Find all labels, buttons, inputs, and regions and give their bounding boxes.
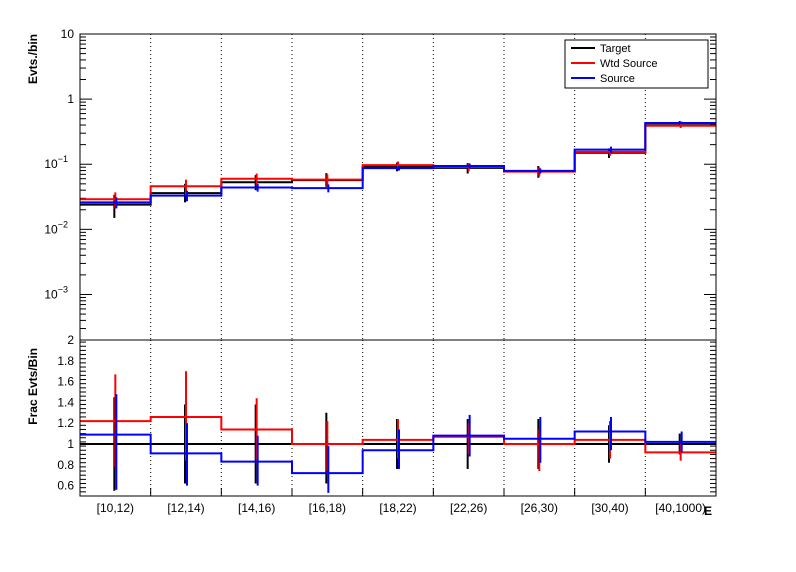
y-tick-label: 1.4 — [57, 395, 74, 409]
series-source — [80, 394, 716, 493]
category-label: [18,22) — [379, 501, 416, 515]
category-label: [30,40) — [591, 501, 628, 515]
series-line — [80, 124, 716, 201]
series-line — [80, 430, 716, 475]
y-axis-title: Frac Evts/Bin — [26, 348, 40, 425]
y-tick-label: 1.6 — [57, 375, 74, 389]
y-tick-label: 1 — [67, 92, 74, 106]
y-tick-label: 10−1 — [44, 154, 68, 171]
y-tick-label: 1.2 — [57, 416, 74, 430]
legend-entry: Target — [600, 43, 631, 55]
x-axis-title: E — [704, 504, 712, 518]
series-source — [80, 121, 716, 209]
series-line — [80, 121, 716, 204]
y-tick-label: 10−3 — [44, 284, 68, 301]
category-label: [14,16) — [238, 501, 275, 515]
ratio-panel: 2 1.8 1.6 1.4 1.2 1 0.8 0.6 [10,12) [12,14) [14,16… — [26, 333, 717, 518]
y-tick-label: 0.8 — [57, 458, 74, 472]
y-axis-title: Evts./bin — [26, 34, 40, 84]
y-tick-label: 0.6 — [57, 479, 74, 493]
plot-frame — [79, 339, 717, 497]
category-label: [12,14) — [167, 501, 204, 515]
legend: Target Wtd Source Source — [564, 39, 709, 89]
legend-entry: Source — [600, 73, 635, 85]
category-label: [22,26) — [450, 501, 487, 515]
category-label: [16,18) — [309, 501, 346, 515]
category-label: [40,1000) — [655, 501, 706, 515]
y-tick-label: 1.8 — [57, 354, 74, 368]
y-tick-label: 10 — [61, 27, 75, 41]
legend-entry: Wtd Source — [600, 58, 657, 70]
y-tick-label: 2 — [67, 333, 74, 347]
category-label: [10,12) — [97, 501, 134, 515]
category-label: [26,30) — [521, 501, 558, 515]
y-tick-label: 1 — [67, 437, 74, 451]
y-tick-label: 10−2 — [44, 219, 68, 236]
